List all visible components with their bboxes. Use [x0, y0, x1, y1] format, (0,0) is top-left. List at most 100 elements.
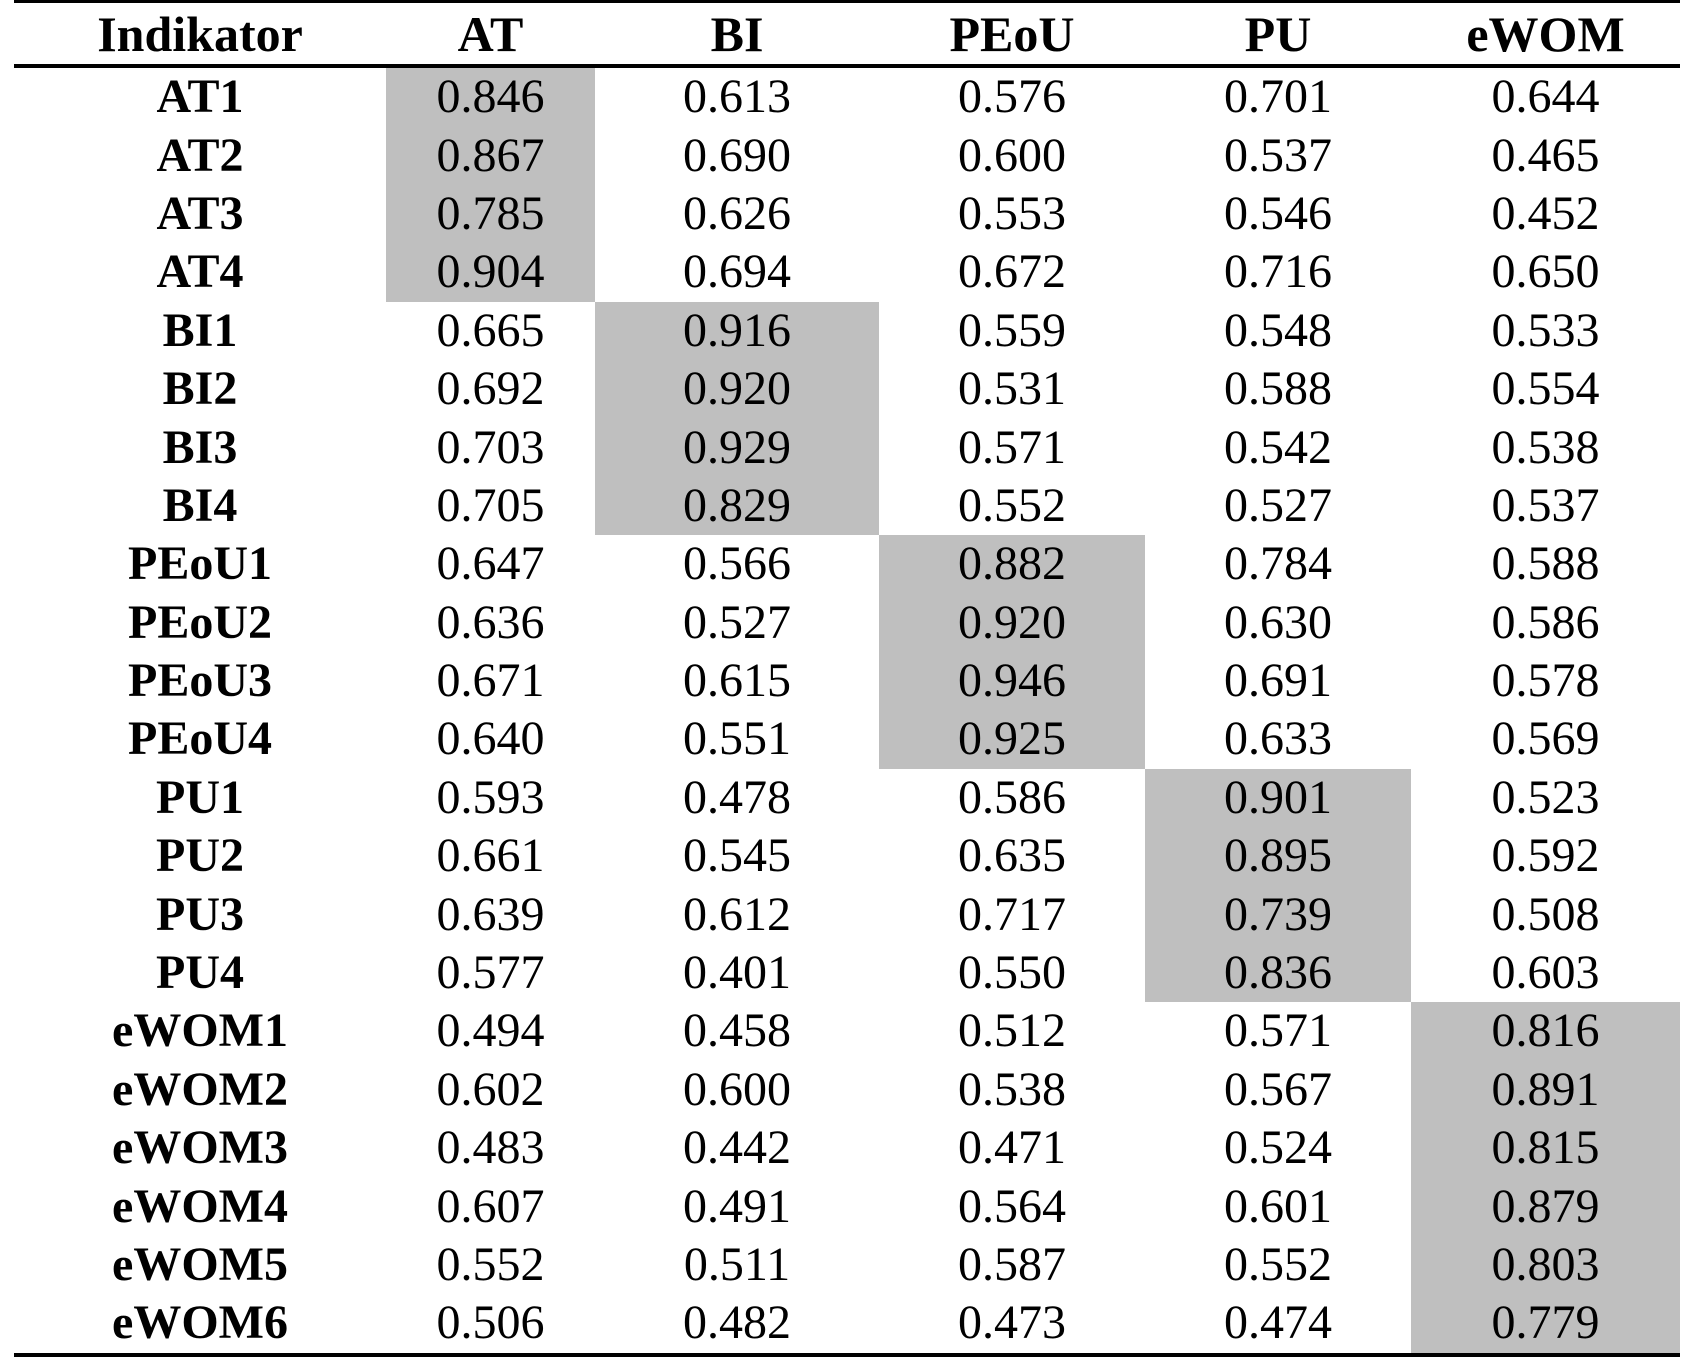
table-row: eWOM5 0.552 0.511 0.587 0.552 0.803 [14, 1235, 1680, 1295]
loading-cell: 0.542 [1224, 420, 1332, 474]
loading-cell: 0.635 [958, 829, 1066, 883]
loading-cell: 0.603 [1491, 946, 1600, 1000]
table-row: eWOM1 0.494 0.458 0.512 0.571 0.816 [14, 1002, 1680, 1061]
table-row: PEoU4 0.640 0.551 0.925 0.633 0.569 [14, 710, 1680, 769]
loading-cell: 0.717 [958, 887, 1066, 941]
loading-cell: 0.471 [958, 1121, 1066, 1175]
loading-cell: 0.550 [958, 946, 1066, 1000]
table-header: Indikator AT BI PEoU PU eWOM [14, 0, 1680, 68]
loading-cell: 0.639 [436, 887, 545, 941]
table-row: PEoU1 0.647 0.566 0.882 0.784 0.588 [14, 535, 1680, 594]
loading-cell: 0.546 [1224, 186, 1332, 240]
header-pu: PU [1145, 0, 1411, 68]
loading-cell: 0.401 [683, 946, 791, 1000]
loading-cell: 0.644 [1491, 70, 1600, 124]
table-row: AT4 0.904 0.694 0.672 0.716 0.650 [14, 243, 1680, 302]
table-row: PU1 0.593 0.478 0.586 0.901 0.523 [14, 768, 1680, 828]
loading-cell: 0.601 [1224, 1179, 1332, 1233]
loading-cell: 0.566 [683, 537, 791, 591]
row-label: AT3 [156, 186, 244, 240]
loading-cell: 0.593 [436, 770, 545, 824]
loading-cell: 0.615 [683, 654, 791, 708]
table-row: eWOM2 0.602 0.600 0.538 0.567 0.891 [14, 1060, 1680, 1120]
loading-cell: 0.506 [386, 1294, 595, 1357]
loading-cell: 0.607 [436, 1179, 545, 1233]
loading-cell: 0.588 [1491, 537, 1600, 591]
row-label: eWOM3 [112, 1121, 288, 1175]
loading-cell: 0.524 [1224, 1121, 1332, 1175]
loading-cell: 0.592 [1491, 829, 1600, 883]
loading-cell: 0.548 [1224, 303, 1332, 357]
loading-cell: 0.816 [1411, 1002, 1680, 1061]
row-label: eWOM2 [112, 1062, 288, 1116]
loading-cell: 0.538 [958, 1062, 1066, 1116]
loading-cell: 0.779 [1411, 1294, 1680, 1357]
loading-cell: 0.587 [958, 1238, 1066, 1291]
loading-cell: 0.553 [958, 186, 1066, 240]
row-label: eWOM5 [112, 1238, 288, 1291]
loading-cell: 0.916 [595, 301, 879, 360]
table-row: BI3 0.703 0.929 0.571 0.542 0.538 [14, 418, 1680, 477]
loading-cell: 0.661 [436, 829, 545, 883]
row-label: PU3 [156, 887, 244, 941]
loading-cell: 0.537 [1224, 128, 1332, 182]
loading-cell: 0.694 [683, 245, 791, 299]
loading-cell: 0.512 [958, 1004, 1066, 1058]
loading-cell: 0.600 [683, 1062, 791, 1116]
loading-cell: 0.569 [1491, 712, 1600, 766]
loading-cell: 0.588 [1224, 362, 1332, 416]
loading-cell: 0.613 [683, 70, 791, 124]
loading-cell: 0.478 [683, 770, 791, 824]
loading-cell: 0.946 [879, 651, 1145, 711]
row-label: PEoU4 [128, 712, 272, 766]
loading-cell: 0.571 [1224, 1004, 1332, 1058]
loading-cell: 0.552 [1224, 1238, 1332, 1291]
row-label: PEoU1 [128, 537, 272, 591]
loading-cell: 0.571 [958, 420, 1066, 474]
table-row: eWOM4 0.607 0.491 0.564 0.601 0.879 [14, 1177, 1680, 1236]
loading-cell: 0.636 [436, 595, 545, 649]
loading-cell: 0.701 [1224, 70, 1332, 124]
loading-cell: 0.600 [958, 128, 1066, 182]
table-row: PEoU3 0.671 0.615 0.946 0.691 0.578 [14, 651, 1680, 711]
table-row: PEoU2 0.636 0.527 0.920 0.630 0.586 [14, 593, 1680, 652]
loading-cell: 0.527 [683, 595, 791, 649]
row-label: eWOM6 [14, 1294, 386, 1357]
loading-cell: 0.586 [958, 770, 1066, 824]
loading-cell: 0.531 [958, 362, 1066, 416]
loading-cell: 0.527 [1224, 478, 1332, 532]
loading-cell: 0.665 [436, 303, 545, 357]
row-label: eWOM1 [112, 1004, 288, 1058]
loading-cell: 0.803 [1411, 1235, 1680, 1295]
row-label: AT4 [156, 245, 244, 299]
loading-cell: 0.904 [386, 243, 595, 302]
loading-cell: 0.690 [683, 128, 791, 182]
loading-cell: 0.612 [683, 887, 791, 941]
loading-cell: 0.511 [683, 1238, 791, 1291]
loading-cell: 0.672 [958, 245, 1066, 299]
header-indikator: Indikator [14, 0, 386, 68]
loading-cell: 0.895 [1145, 827, 1411, 886]
table-row: PU3 0.639 0.612 0.717 0.739 0.508 [14, 885, 1680, 944]
loading-cell: 0.473 [879, 1294, 1145, 1357]
table-row: AT2 0.867 0.690 0.600 0.537 0.465 [14, 126, 1680, 185]
loading-cell: 0.442 [683, 1121, 791, 1175]
loading-cell: 0.925 [879, 710, 1145, 769]
loading-cell: 0.537 [1491, 478, 1600, 532]
row-label: BI4 [162, 478, 238, 532]
loading-cell: 0.630 [1224, 595, 1332, 649]
loading-cell: 0.784 [1224, 537, 1332, 591]
loading-cell: 0.692 [436, 362, 545, 416]
row-label: BI3 [162, 420, 238, 474]
loading-cell: 0.452 [1491, 186, 1600, 240]
table-row: AT1 0.846 0.613 0.576 0.701 0.644 [14, 66, 1680, 127]
loading-cell: 0.533 [1491, 303, 1600, 357]
header-bi: BI [595, 0, 879, 68]
loading-cell: 0.920 [595, 359, 879, 419]
cross-loading-table: Indikator AT BI PEoU PU eWOM AT1 0.846 0.6… [14, 0, 1680, 1357]
header-at: AT [386, 0, 595, 68]
loading-cell: 0.559 [958, 303, 1066, 357]
loading-cell: 0.785 [386, 184, 595, 244]
loading-cell: 0.691 [1224, 654, 1332, 708]
header-peou: PEoU [879, 0, 1145, 68]
